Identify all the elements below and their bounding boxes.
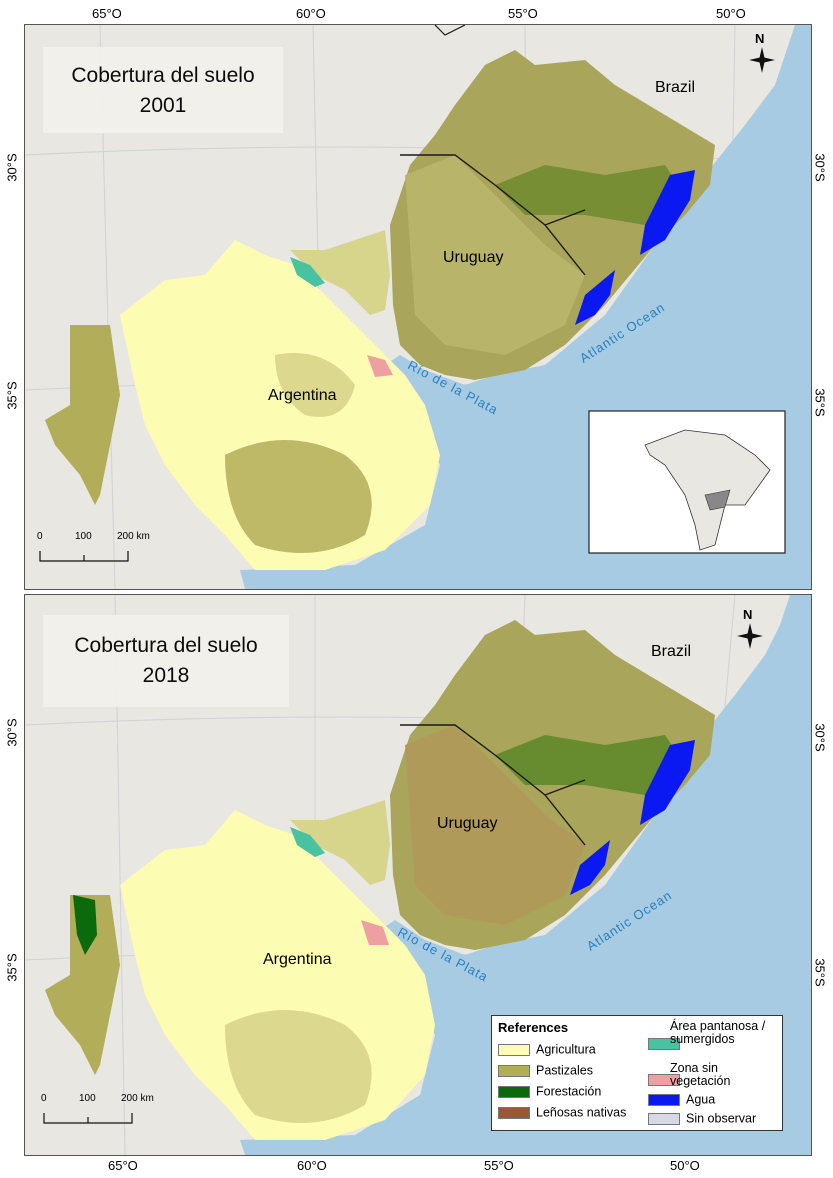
lon-tick-65-top: 65°O (92, 6, 122, 21)
map-title-line1: Cobertura del suelo (71, 64, 255, 87)
legend-box: References Agricultura Pastizales Forest… (491, 1015, 783, 1131)
lon-tick-50-bottom: 50°O (670, 1158, 700, 1173)
north-arrow: N (735, 607, 765, 651)
legend-item-sin-observar: Sin observar (648, 1111, 756, 1126)
scale-line (43, 1113, 133, 1124)
lon-tick-50-top: 50°O (716, 6, 746, 21)
scale-line (39, 551, 129, 562)
lat-tick-35-left-top: 35°S (4, 381, 20, 410)
lon-tick-55-top: 55°O (508, 6, 538, 21)
scale-100: 100 (79, 1093, 96, 1104)
map-2001-svg (25, 25, 811, 589)
country-borders (400, 154, 586, 276)
scale-100: 100 (75, 531, 92, 542)
scale-bar: 0 100 200 km (41, 1091, 161, 1127)
map-title-2018: Cobertura del suelo 2018 (43, 615, 289, 707)
map-title-2001: Cobertura del suelo 2001 (43, 47, 283, 133)
legend-swatch (648, 1038, 680, 1050)
compass-icon (749, 47, 775, 73)
legend-item-pastizales: Pastizales (498, 1063, 593, 1078)
map-title-year: 2018 (142, 664, 190, 687)
lon-tick-60-top: 60°O (296, 6, 326, 21)
north-label: N (755, 31, 765, 46)
scale-0: 0 (41, 1093, 47, 1104)
compass-icon (737, 623, 763, 649)
label-argentina: Argentina (268, 387, 337, 404)
legend-swatch (648, 1112, 680, 1125)
legend-swatch (498, 1064, 530, 1077)
legend-swatch (498, 1043, 530, 1056)
label-uruguay: Uruguay (437, 815, 498, 832)
scale-bar: 0 100 200 km (37, 529, 157, 565)
label-argentina: Argentina (263, 951, 332, 968)
scale-200: 200 km (117, 531, 150, 542)
forest-mix (495, 165, 685, 225)
legend-item-zona-sin-vegetacion: Zona sin vegetación (648, 1062, 778, 1092)
legend-swatch (648, 1093, 680, 1106)
map-title-year: 2001 (139, 94, 187, 117)
label-uruguay: Uruguay (443, 249, 504, 266)
lat-tick-30-left-bottom: 30°S (4, 718, 20, 747)
label-brazil: Brazil (651, 643, 692, 660)
legend-item-agua: Agua (648, 1092, 715, 1107)
lat-tick-30-left-top: 30°S (4, 153, 20, 182)
lon-tick-55-bottom: 55°O (484, 1158, 514, 1173)
lon-tick-65-bottom: 65°O (108, 1158, 138, 1173)
argentina-west-pasture (45, 325, 120, 505)
legend-item-lenosas-nativas: Leñosas nativas (498, 1105, 626, 1120)
legend-item-area-pantanosa: Área pantanosa / sumergidos (648, 1020, 778, 1050)
legend-title: References (498, 1020, 569, 1035)
north-label: N (743, 607, 753, 622)
map-title-line1: Cobertura del suelo (74, 634, 258, 657)
lat-tick-35-left-bottom: 35°S (4, 953, 20, 982)
lat-tick-30-right-bottom: 30°S (812, 723, 828, 752)
north-arrow: N (747, 31, 777, 75)
lat-tick-30-right-top: 30°S (812, 153, 828, 182)
lat-tick-35-right-bottom: 35°S (812, 958, 828, 987)
scale-0: 0 (37, 531, 43, 542)
map-panel-2018: Cobertura del suelo 2018 Brazil Uruguay … (24, 594, 812, 1156)
legend-item-agricultura: Agricultura (498, 1042, 596, 1057)
lagoon-mirim (575, 270, 615, 325)
scale-200: 200 km (121, 1093, 154, 1104)
lat-tick-35-right-top: 35°S (812, 388, 828, 417)
legend-swatch (648, 1074, 680, 1086)
legend-swatch (498, 1085, 530, 1098)
legend-swatch (498, 1106, 530, 1119)
lon-tick-60-bottom: 60°O (297, 1158, 327, 1173)
legend-item-forestacion: Forestación (498, 1084, 601, 1099)
inset-south-america (644, 429, 771, 551)
map-panel-2001: Cobertura del suelo 2001 Brazil Uruguay … (24, 24, 812, 590)
entre-rios (290, 230, 390, 315)
lagoon-patos (640, 170, 695, 255)
label-brazil: Brazil (655, 79, 696, 96)
